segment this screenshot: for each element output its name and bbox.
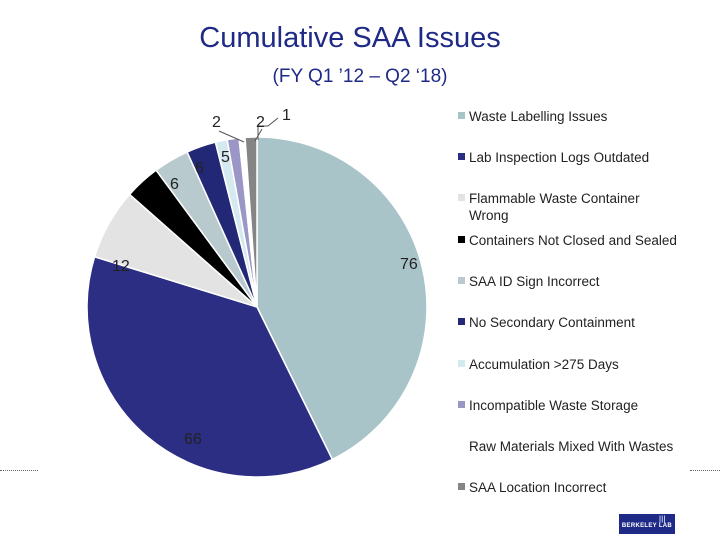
chart-subtitle: (FY Q1 ’12 – Q2 ‘18): [272, 66, 448, 87]
legend-swatch: [458, 360, 465, 367]
pie-slice-lab-inspection-logs-outdated: [86, 255, 334, 478]
legend-label: Raw Materials Mixed With Wastes: [469, 439, 674, 454]
legend-swatch: [458, 483, 465, 490]
legend-swatch: [458, 236, 465, 243]
logo-text: BERKELEY LAB: [621, 523, 673, 529]
data-label-accumulation-275-days: 2: [212, 114, 221, 131]
data-label-incompatible-waste-storage: 2: [256, 114, 265, 131]
data-label-flammable-waste-container-wrong: 12: [112, 258, 130, 275]
legend-swatch: [458, 401, 465, 408]
legend-label: Accumulation >275 Days: [469, 357, 619, 372]
legend-label: SAA ID Sign Incorrect: [469, 274, 600, 289]
data-label-containers-not-closed-and-sealed: 6: [170, 176, 179, 193]
legend-label: SAA Location Incorrect: [469, 480, 607, 495]
legend-label: Waste Labelling Issues: [469, 109, 608, 124]
legend-label: Containers Not Closed and Sealed: [469, 233, 677, 248]
legend-label: No Secondary Containment: [469, 315, 635, 330]
logo-mark: |||: [659, 516, 666, 523]
berkeley-lab-logo: ||| BERKELEY LAB: [619, 514, 675, 534]
legend-swatch: [458, 194, 465, 201]
data-label-raw-materials-mixed-with-wastes: 1: [282, 107, 291, 124]
data-label-saa-id-sign-incorrect: 6: [195, 160, 204, 177]
legend-label: Lab Inspection Logs Outdated: [469, 150, 650, 165]
legend-label: Flammable Waste Container Wrong: [469, 191, 640, 223]
data-label-no-secondary-containment: 5: [221, 149, 230, 166]
pie-slice-waste-labelling-issues: [256, 136, 428, 461]
data-label-lab-inspection-logs-outdated: 66: [184, 431, 202, 448]
legend-swatch: [458, 442, 465, 449]
legend-swatch: [458, 112, 465, 119]
data-label-waste-labelling-issues: 76: [400, 256, 418, 273]
chart-title: Cumulative SAA Issues: [199, 22, 501, 54]
legend-label: Incompatible Waste Storage: [469, 398, 639, 413]
footer-divider-right: [690, 470, 720, 471]
legend-swatch: [458, 153, 465, 160]
footer-divider-left: [0, 470, 38, 471]
leader-line-accumulation-275-days: [218, 130, 245, 143]
legend-swatch: [458, 318, 465, 325]
legend-swatch: [458, 277, 465, 284]
leader-line-raw-materials-mixed-with-wastes: [257, 117, 279, 140]
